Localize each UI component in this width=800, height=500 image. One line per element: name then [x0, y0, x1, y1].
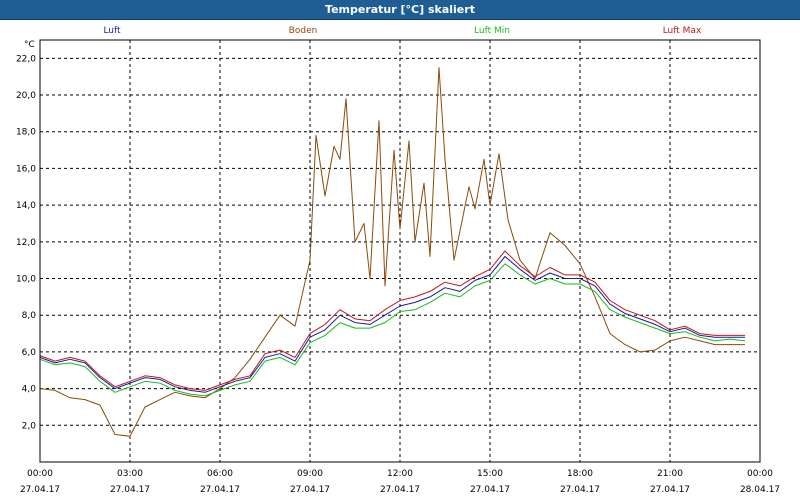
x-tick-label-time: 00:00 — [27, 469, 53, 479]
x-tick-label-time: 06:00 — [207, 469, 233, 479]
x-tick-label-time: 00:00 — [747, 469, 773, 479]
chart-title: Temperatur [°C] skaliert — [325, 3, 475, 16]
y-tick-label: 4,0 — [22, 385, 37, 395]
grid-lines — [40, 40, 760, 462]
legend-entry-luft-max: Luft Max — [663, 26, 702, 36]
x-tick-labels: 00:00 27.04.17 03:00 27.04.17 06:00 27.04.17 0… — [20, 469, 780, 495]
x-tick-label-time: 12:00 — [387, 469, 413, 479]
x-tick-label-date: 27.04.17 — [200, 485, 240, 495]
x-tick-label-time: 18:00 — [567, 469, 593, 479]
y-axis-label: °C — [24, 40, 35, 50]
series-line-luft-min — [39, 263, 746, 397]
y-tick-label: 22,0 — [16, 54, 36, 64]
series-line-boden — [39, 67, 745, 437]
y-tick-label: 8,0 — [22, 311, 37, 321]
temperature-chart: °C 2,04,06,08,010,012,014,016,018,020,02… — [16, 26, 780, 495]
y-tick-labels: 2,0 4,0 6,0 8,0 10,0 12,0 14,0 16,0 18,0 20,0 22,0 — [16, 54, 36, 431]
x-tick-label-date: 27.04.17 — [110, 485, 150, 495]
x-tick-label-date: 27.04.17 — [20, 485, 60, 495]
y-tick-label: 6,0 — [22, 348, 37, 358]
x-tick-label-date: 28.04.17 — [740, 485, 780, 495]
y-tick-label: 14,0 — [16, 201, 36, 211]
legend: Luft Boden Luft Min Luft Max — [103, 26, 702, 36]
x-tick-label-time: 21:00 — [657, 469, 683, 479]
legend-entry-luft: Luft — [103, 26, 121, 36]
x-tick-label-date: 27.04.17 — [470, 485, 510, 495]
y-tick-label: 2,0 — [22, 421, 37, 431]
y-tick-label: 12,0 — [16, 238, 36, 248]
y-tick-label: 18,0 — [16, 128, 36, 138]
x-tick-label-date: 27.04.17 — [380, 485, 420, 495]
y-tick-label: 10,0 — [16, 275, 36, 285]
title-bar: Temperatur [°C] skaliert — [0, 0, 800, 20]
y-tick-label: 20,0 — [16, 91, 36, 101]
series-line-luft — [39, 256, 745, 393]
legend-entry-luft-min: Luft Min — [474, 26, 510, 36]
series-line-luft-max — [39, 250, 745, 391]
x-tick-label-date: 27.04.17 — [650, 485, 690, 495]
x-tick-label-date: 27.04.17 — [290, 485, 330, 495]
x-tick-label-time: 09:00 — [297, 469, 323, 479]
y-tick-label: 16,0 — [16, 164, 36, 174]
x-tick-label-date: 27.04.17 — [560, 485, 600, 495]
series-lines — [39, 67, 746, 437]
x-tick-label-time: 15:00 — [477, 469, 503, 479]
plot-frame — [39, 39, 761, 463]
x-tick-label-time: 03:00 — [117, 469, 143, 479]
legend-entry-boden: Boden — [289, 26, 318, 36]
